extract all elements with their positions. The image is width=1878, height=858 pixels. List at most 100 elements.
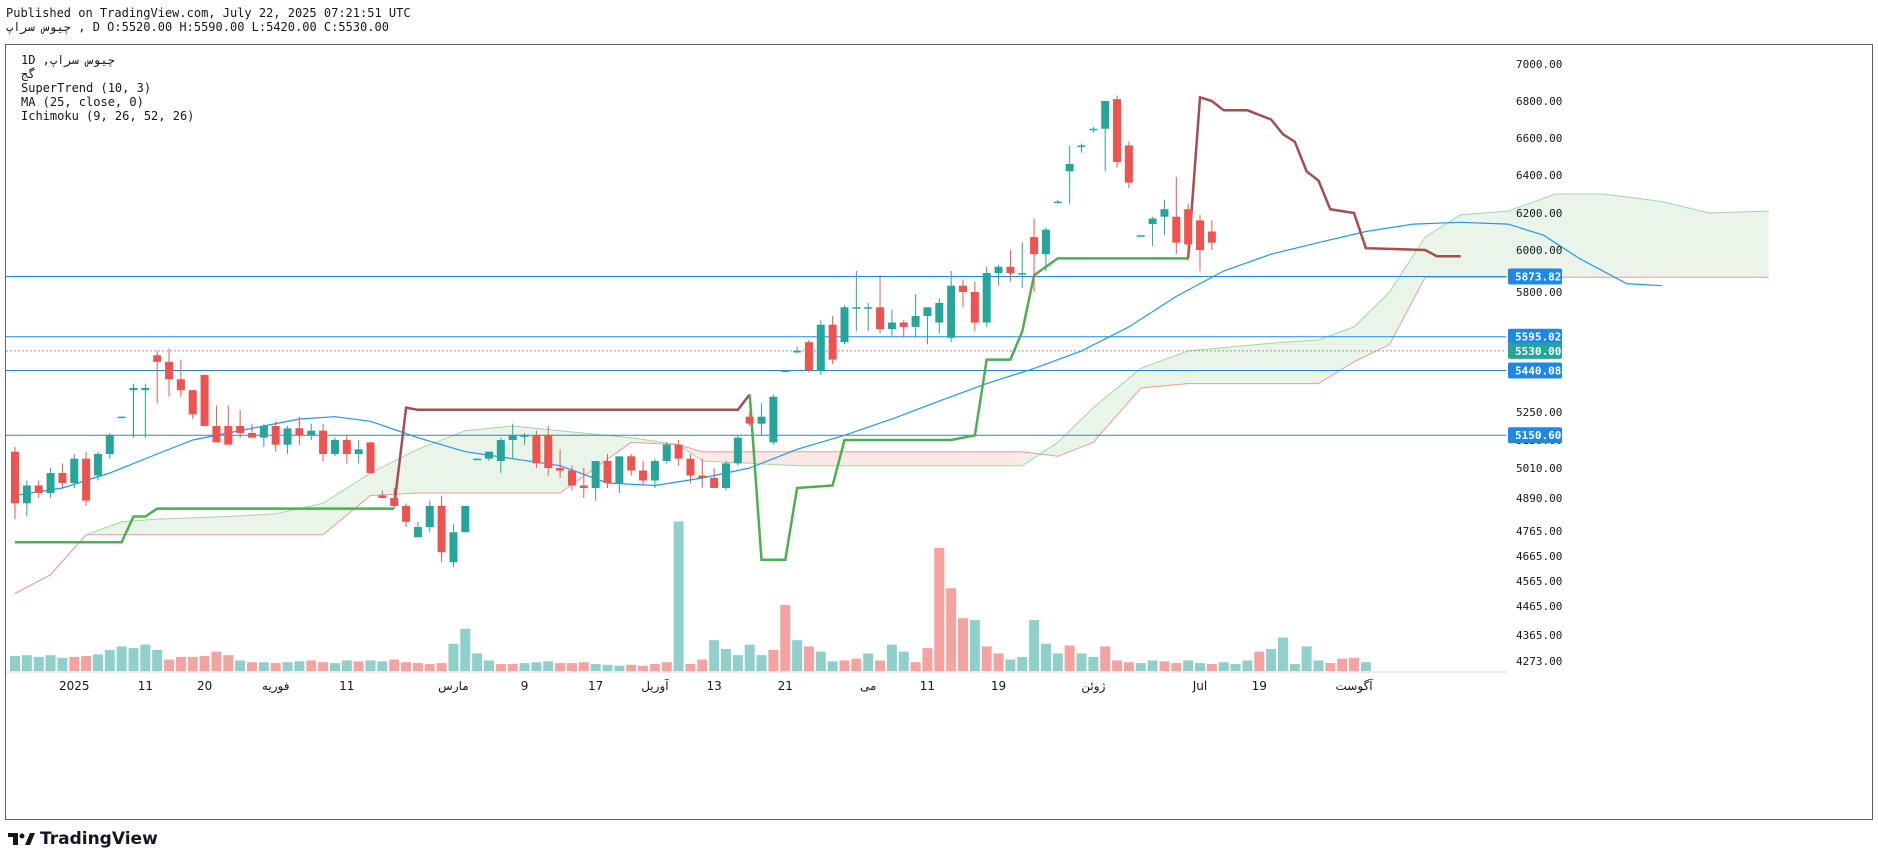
volume-bar [1349,657,1360,671]
volume-bar [223,655,234,671]
volume-bar [780,605,791,671]
volume-bar [365,660,376,671]
time-tick-label: فوریه [262,679,290,694]
candle-body [93,454,102,476]
volume-bar [1183,660,1194,671]
price-tick-label: 4765.00 [1516,525,1562,538]
legend-ichimoku[interactable]: Ichimoku (9, 26, 52, 26) [21,109,195,123]
candle-body [1053,201,1062,204]
volume-bar [602,664,613,671]
candle-body [46,473,55,493]
volume-bar [744,644,755,671]
candle-body [330,440,339,454]
legend-symbol[interactable]: 1D ,چیوس سراپ [21,53,115,67]
candle-body [804,342,813,371]
volume-bar [424,663,435,671]
price-tick-label: 6000.00 [1516,244,1562,257]
supertrend-down-line [392,393,751,507]
candle-body [1124,145,1133,183]
volume-bar [1360,662,1371,671]
volume-bar [1017,656,1028,671]
candle-body [70,458,79,483]
volume-bar [886,644,897,671]
candle-body [212,426,221,443]
volume-bar [448,643,459,671]
candle-body [129,388,138,391]
volume-bar [294,661,305,671]
chart-canvas[interactable]: 7000.00 6800.00 6600.00 6400.00 6200.00 6000.… [6,45,1872,819]
chart-pane[interactable]: 7000.00 6800.00 6600.00 6400.00 6200.00 6000.… [5,44,1873,820]
candle-body [1184,209,1193,245]
volume-bar [199,656,210,671]
volume-bar [341,660,352,671]
candle-body [1041,229,1050,255]
candle-body [378,495,387,498]
candle-body [34,485,43,493]
volume-bar [555,663,566,671]
volume-bar [389,659,400,671]
volume-bar [187,656,198,671]
volume-bar [484,660,494,671]
volume-bar [898,651,909,671]
legend-ma[interactable]: MA (25, close, 0) [21,95,144,109]
time-tick-label: 21 [778,679,793,693]
candle-body [650,461,659,481]
candle-body [698,475,707,478]
time-tick-label: 17 [588,679,603,693]
candle-body [556,468,565,471]
price-label: 5440.08 [1515,365,1561,378]
candle-body [544,435,553,468]
price-tick-label: 4665.00 [1516,550,1562,563]
time-tick-label: 13 [707,679,722,693]
ichimoku-cloud [14,193,1769,594]
price-label: 5530.00 [1515,345,1561,358]
price-tick-label: 4273.00 [1516,655,1562,668]
candle-body [176,379,185,391]
volume-bars [10,521,1371,671]
volume-bar [851,658,862,671]
candle-body [828,324,837,360]
volume-bar [981,646,992,671]
time-tick-label: Jul [1192,679,1207,693]
volume-bar [590,663,601,671]
candle-body [1113,99,1122,163]
candle-body [722,463,730,488]
legend-supertrend[interactable]: SuperTrend (10, 3) [21,81,152,95]
volume-bar [10,656,20,671]
tradingview-logo[interactable]: TradingView [8,829,158,849]
volume-bar [709,640,720,671]
price-label-box [1508,342,1562,359]
price-tick-label: 6400.00 [1516,169,1562,182]
time-tick-label: می [860,679,876,693]
volume-bar [863,653,874,671]
price-tick-label: 6800.00 [1516,95,1562,108]
time-tick-label: 9 [521,679,529,693]
volume-bar [412,663,423,671]
supertrend-up-line [15,507,395,544]
price-tick-label: 5800.00 [1516,286,1562,299]
candle-body [1101,101,1110,129]
candle-body [710,478,719,488]
time-tick-label: 19 [1252,679,1267,693]
candle-body [947,285,956,338]
candle-body [757,416,766,424]
price-tick-label: 4565.00 [1516,575,1562,588]
volume-bar [768,649,779,671]
volume-bar [1206,663,1217,671]
volume-bar [1159,661,1170,671]
candle-body [1065,163,1074,172]
volume-bar [697,659,708,671]
price-tick-label: 5250.00 [1516,406,1562,419]
candle-body [188,390,197,415]
candle-body [508,435,517,440]
volume-bar [756,655,767,671]
volume-bar [1218,662,1229,671]
volume-bar [460,628,471,671]
candle-body [58,473,67,483]
candle-body [366,442,375,473]
candle-body [342,440,351,454]
volume-bar [1100,646,1111,671]
time-tick-label: آگوست [1336,678,1374,694]
volume-bar [1088,656,1099,671]
volume-bar [140,644,151,671]
